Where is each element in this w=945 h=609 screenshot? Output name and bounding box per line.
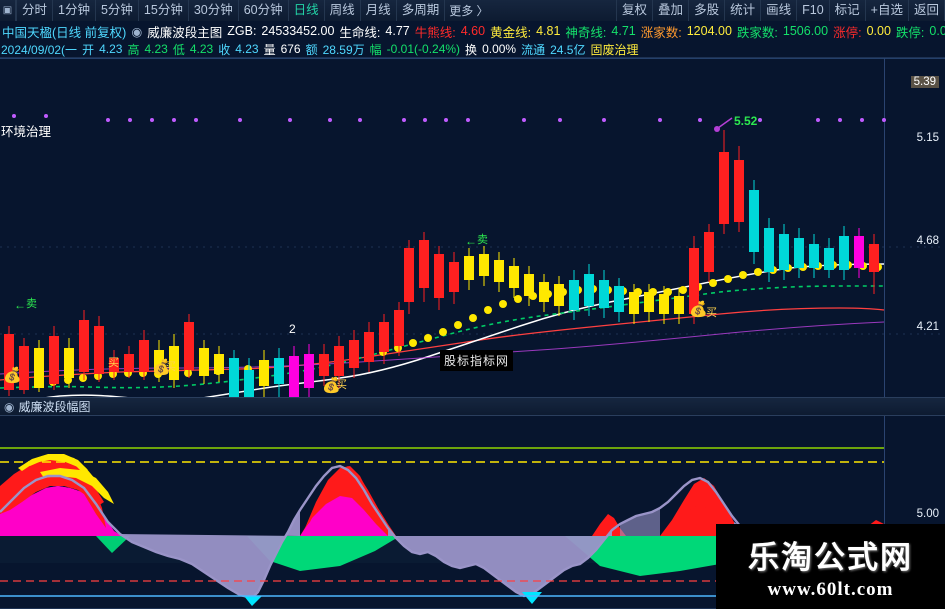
indicator-value-niuxiongxian: 4.60 — [460, 24, 486, 38]
window-icon[interactable]: ▣ — [0, 0, 16, 21]
indicator-value-shengmingxian: 4.77 — [385, 24, 410, 38]
period-button-9[interactable]: 多周期 — [397, 0, 446, 21]
circle-icon-sub[interactable]: ◉ — [4, 399, 15, 414]
toolbar-button-tongji[interactable]: 统计 — [725, 0, 762, 21]
candle-series — [4, 130, 879, 398]
toolbar-button-huaxian[interactable]: 画线 — [761, 0, 798, 21]
wave-count-label: 2 — [289, 322, 296, 336]
indicator-value-dieting: 0.00 — [929, 24, 945, 38]
stock-info-row: 中国天楹(日线 前复权) ◉ 威廉波段主图 ZGB: 24533452.00 生… — [0, 21, 945, 41]
indicator-label-zhangjiashu: 涨家数: — [640, 25, 682, 40]
period-button-2[interactable]: 5分钟 — [96, 0, 139, 21]
amount-label: 额 — [305, 42, 318, 57]
period-button-6[interactable]: 日线 — [289, 0, 325, 21]
low-value: 4.23 — [189, 42, 214, 56]
indicator-value-zhangjiashu: 1204.00 — [686, 24, 732, 38]
price-axis-label-3: 4.21 — [916, 321, 939, 333]
indicator-label-diejiashu: 跌家数: — [736, 25, 778, 40]
close-label: 收 — [218, 42, 231, 57]
high-price-annotation: 5.52 — [734, 114, 758, 128]
high-label: 高 — [127, 42, 140, 57]
period-button-3[interactable]: 15分钟 — [139, 0, 189, 21]
floatcap-label: 流通 — [521, 42, 546, 57]
indicator-label-dieting: 跌停: — [895, 25, 925, 40]
close-value: 4.23 — [235, 42, 259, 56]
toolbar-button-zixuan[interactable]: +自选 — [866, 0, 909, 21]
toolbar-button-fuquan[interactable]: 复权 — [616, 0, 654, 21]
indicator-value-zhangting: 0.00 — [866, 24, 891, 38]
indicator-value-huangjinxian: 4.81 — [536, 24, 561, 38]
indicator-label-shenqixian: 神奇线: — [565, 25, 607, 40]
sub-chart-title: 威廉波段幅图 — [18, 400, 91, 414]
sector-side-label: 环境治理 — [1, 125, 52, 139]
period-button-0[interactable]: 分时 — [16, 0, 54, 21]
more-periods-button[interactable]: 更多 〉 — [449, 4, 489, 18]
period-button-4[interactable]: 30分钟 — [189, 0, 239, 21]
volume-value: 676 — [280, 42, 301, 56]
sub-axis-label-0: 5.00 — [916, 508, 939, 520]
sector-tag[interactable]: 固废治理 — [590, 42, 639, 57]
moneybag-icon-4: 💰 — [689, 301, 708, 318]
sell-arrow-icon-2: ← — [465, 234, 477, 248]
ohlc-info-row: 2024/09/02(一 开 4.23 高 4.23 低 4.23 收 4.23… — [0, 40, 945, 58]
stock-name-label: 中国天楹(日线 前复权) — [2, 25, 127, 40]
top-toolbar: ▣ 分时 1分钟 5分钟 15分钟 30分钟 60分钟 日线 周线 月线 多周期… — [0, 0, 945, 21]
turnover-value: 0.00% — [482, 42, 517, 56]
change-label: 幅 — [369, 42, 382, 57]
low-label: 低 — [172, 42, 185, 57]
turnover-label: 换 — [465, 42, 478, 57]
open-value: 4.23 — [99, 42, 123, 56]
sell-signal-marker-2[interactable]: 卖 — [477, 234, 488, 246]
volume-label: 量 — [263, 42, 276, 57]
indicator-label-zhangting: 涨停: — [833, 25, 862, 40]
buy-signal-marker-3[interactable]: 买 — [336, 379, 347, 391]
watermark-title: 乐淘公式网 — [748, 540, 913, 575]
moneybag-icon-3: 💰 — [322, 377, 341, 394]
floatcap-value: 24.5亿 — [550, 42, 586, 57]
amount-value: 28.59万 — [322, 42, 365, 57]
indicator-value-diejiashu: 1506.00 — [782, 24, 829, 38]
sell-signal-marker[interactable]: 卖 — [26, 298, 37, 310]
toolbar-button-f10[interactable]: F10 — [797, 0, 830, 21]
price-axis-label-0: 5.39 — [910, 76, 939, 88]
site-watermark-box: 乐淘公式网 www.60lt.com — [716, 524, 945, 609]
circle-icon[interactable]: ◉ — [131, 24, 143, 39]
toolbar-button-diejia[interactable]: 叠加 — [653, 0, 690, 21]
moneybag-icon-2: 💰 — [152, 359, 171, 376]
indicator-title-label: 威廉波段主图 — [147, 25, 223, 40]
high-value: 4.23 — [144, 42, 168, 56]
buy-signal-marker-4[interactable]: 买 — [706, 307, 717, 319]
sell-arrow-icon: ← — [14, 298, 26, 312]
period-button-5[interactable]: 60分钟 — [239, 0, 289, 21]
toolbar-button-duogu[interactable]: 多股 — [689, 0, 726, 21]
zgb-label: ZGB: — [227, 24, 257, 38]
price-axis-label-2: 4.68 — [916, 235, 939, 247]
sub-chart-title-bar: ◉ 威廉波段幅图 — [0, 397, 945, 416]
watermark-url: www.60lt.com — [767, 579, 894, 600]
period-button-7[interactable]: 周线 — [325, 0, 361, 21]
buy-signal-marker-1[interactable]: 买 — [108, 357, 119, 369]
buy-signal-marker-2[interactable]: 买 — [165, 361, 176, 373]
zgb-value: 24533452.00 — [261, 24, 335, 38]
open-label: 开 — [82, 42, 95, 57]
price-axis-label-1: 5.15 — [916, 132, 939, 144]
period-button-1[interactable]: 1分钟 — [53, 0, 96, 21]
indicator-label-huangjinxian: 黄金线: — [490, 25, 532, 40]
site-watermark: 股标指标网 — [440, 350, 514, 371]
indicator-label-niuxiongxian: 牛熊线: — [414, 25, 456, 40]
indicator-value-shenqixian: 4.71 — [611, 24, 636, 38]
candlestick-chart — [0, 58, 945, 398]
toolbar-button-biaoji[interactable]: 标记 — [830, 0, 866, 21]
period-button-8[interactable]: 月线 — [361, 0, 397, 21]
change-value: -0.01(-0.24%) — [386, 42, 461, 56]
moneybag-icon-1: 💰 — [3, 367, 22, 384]
indicator-label-shengmingxian: 生命线: — [339, 25, 381, 40]
main-chart-pane[interactable]: 环境治理 — [0, 57, 945, 454]
quote-date: 2024/09/02(一 — [1, 42, 78, 57]
toolbar-button-fanhui[interactable]: 返回 — [909, 0, 945, 21]
